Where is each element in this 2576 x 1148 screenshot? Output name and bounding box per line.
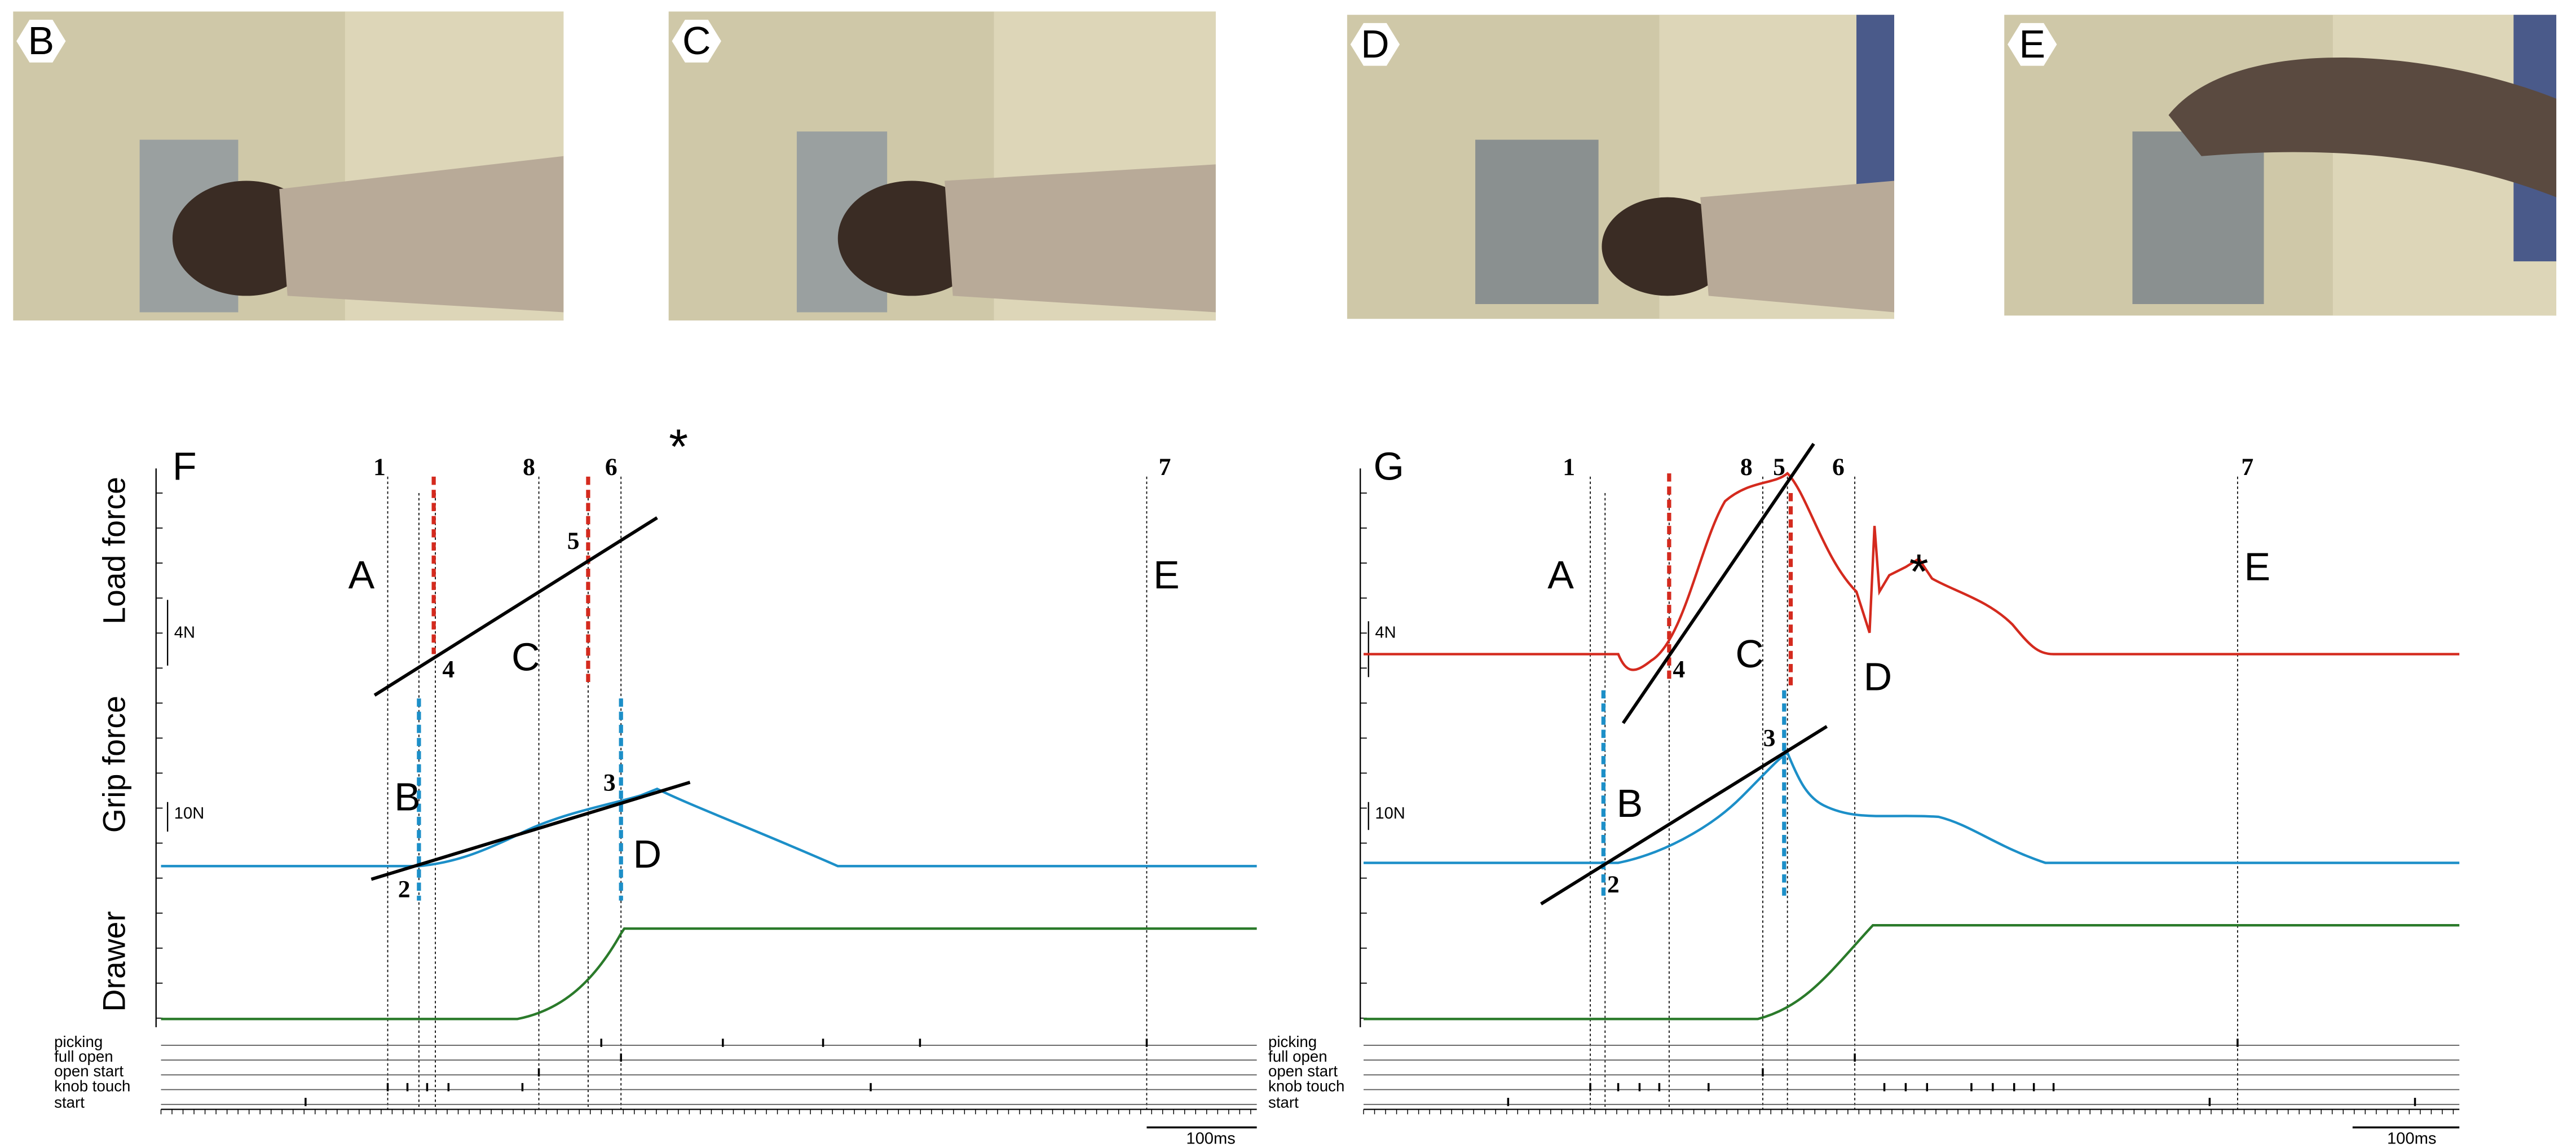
panel-f: F Load force Grip force Drawer 4N 10N 1 … [54,419,1257,1148]
event-row-label: start [54,1094,85,1111]
photo-b: B [13,11,564,321]
y-label: Drawer [96,911,131,1011]
marker: 2 [398,876,411,903]
event-row-label: full open [54,1048,113,1065]
phase-letter: C [1735,632,1763,676]
phase-letter: A [1547,553,1574,597]
asterisk: * [1909,544,1929,599]
event-number: 5 [1773,454,1785,481]
scale-label: 4N [1375,623,1396,641]
event-number: 6 [1832,454,1845,481]
scale-label: 4N [174,623,195,641]
marker: 4 [442,656,455,683]
event-row-label: picking [1268,1033,1317,1050]
phase-letter: D [633,832,661,876]
photo-label: D [1361,22,1389,66]
panel-label: G [1373,445,1404,489]
y-label: Load force [96,477,131,624]
phase-letter: B [394,775,421,819]
marker: 3 [1763,725,1776,752]
marker: 5 [567,527,580,555]
event-number: 7 [1159,454,1171,481]
event-row-label: knob touch [1268,1077,1344,1094]
event-row-label: picking [54,1033,103,1050]
event-number: 1 [1563,454,1575,481]
event-row-label: open start [1268,1062,1338,1080]
phase-letter: B [1617,781,1643,825]
event-row-label: start [1268,1094,1299,1111]
event-number: 8 [523,454,535,481]
marker: 2 [1607,871,1620,898]
photo-label: C [682,19,711,63]
event-number: 8 [1740,454,1753,481]
scale-label: 100ms [1186,1130,1235,1148]
scale-label: 100ms [2387,1130,2436,1148]
event-row-label: knob touch [54,1077,130,1094]
photo-label: E [2019,22,2045,66]
event-number: 7 [2241,454,2253,481]
phase-letter: A [349,553,375,597]
photo-label: B [28,19,55,63]
event-number: 6 [605,454,617,481]
phase-letter: E [1153,553,1180,597]
event-number: 1 [373,454,386,481]
event-row-label: full open [1268,1048,1327,1065]
panel-g: G 4N 10N 1 8 5 6 7 * 4 2 3 A B C D E pic… [1268,442,2460,1148]
phase-letter: E [2244,544,2271,588]
y-label: Grip force [96,696,131,833]
panel-label: F [173,445,197,489]
asterisk: * [669,419,688,474]
photo-d: D [1347,15,1894,319]
photo-c: C [668,11,1216,321]
event-row-label: open start [54,1062,123,1080]
scale-label: 10N [174,804,204,822]
phase-letter: C [511,635,540,679]
marker: 3 [603,769,616,796]
phase-letter: D [1864,655,1892,699]
photo-e: E [2004,15,2557,316]
marker: 4 [1673,656,1685,683]
scale-label: 10N [1375,804,1405,822]
